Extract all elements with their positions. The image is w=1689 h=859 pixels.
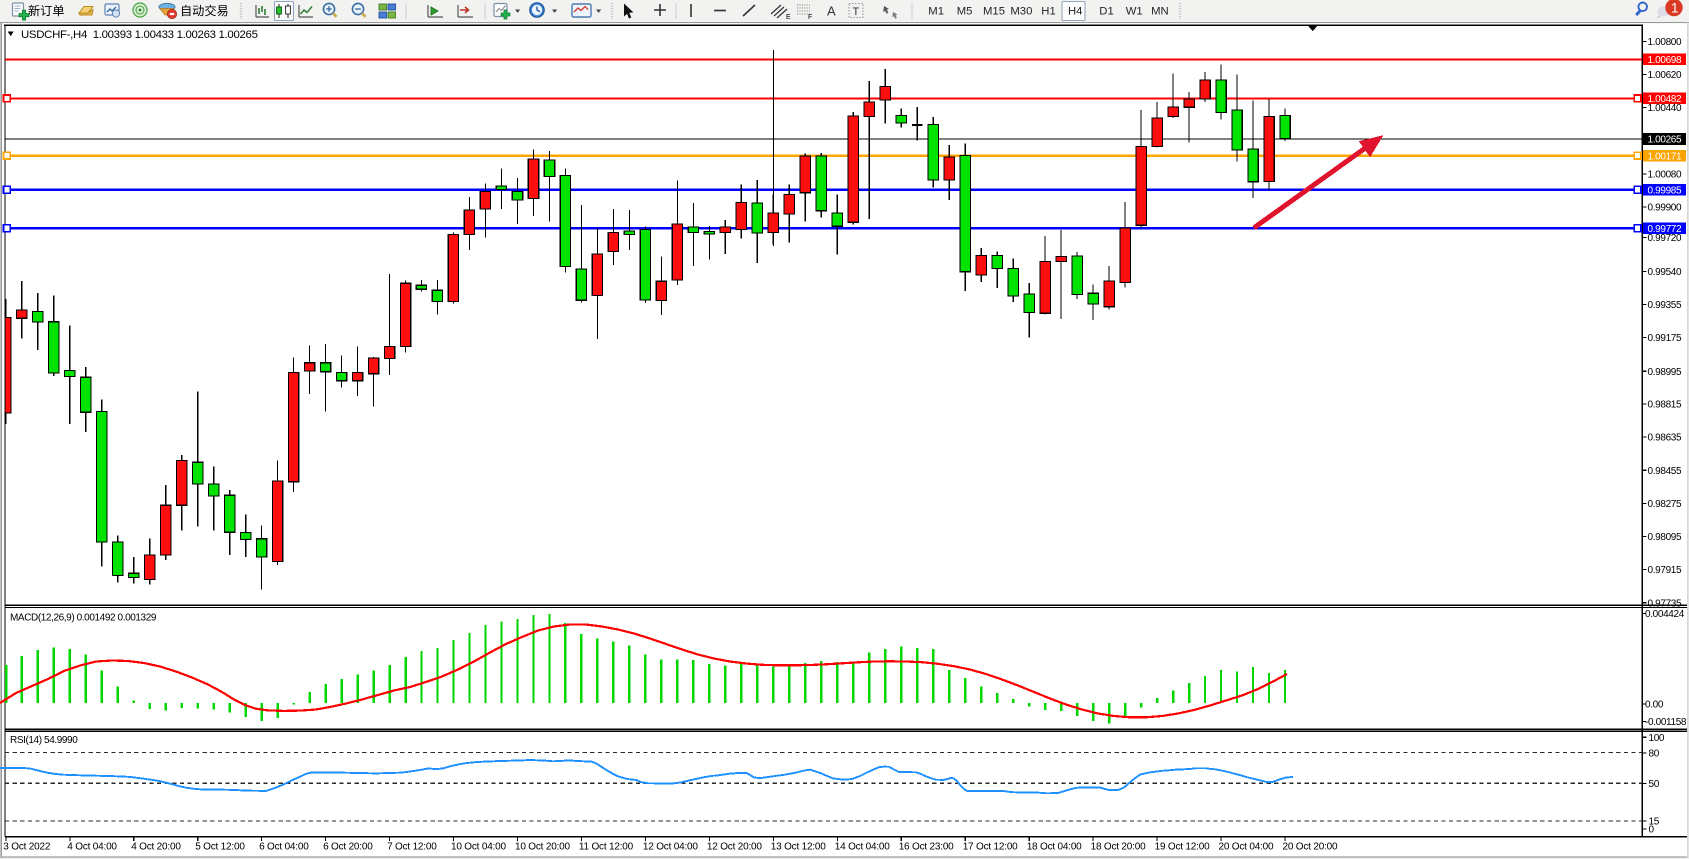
svg-text:M30: M30 [1010,6,1032,18]
svg-text:0.97915: 0.97915 [1648,565,1682,576]
svg-text:-0.001158: -0.001158 [1645,717,1687,728]
svg-text:12 Oct 20:00: 12 Oct 20:00 [707,841,762,852]
svg-text:7 Oct 12:00: 7 Oct 12:00 [387,841,437,852]
svg-text:1.00080: 1.00080 [1648,170,1682,181]
svg-text:0.98275: 0.98275 [1648,499,1682,510]
svg-text:0.99900: 0.99900 [1648,203,1682,214]
svg-text:H1: H1 [1041,6,1055,18]
svg-text:0.00: 0.00 [1645,700,1664,711]
svg-text:50: 50 [1649,779,1660,790]
svg-text:0.97735: 0.97735 [1648,598,1682,609]
svg-text:16 Oct 23:00: 16 Oct 23:00 [899,841,954,852]
svg-text:M1: M1 [928,6,944,18]
svg-text:H4: H4 [1068,6,1082,18]
svg-text:0.98635: 0.98635 [1648,433,1682,444]
svg-text:20 Oct 20:00: 20 Oct 20:00 [1283,841,1338,852]
svg-text:15: 15 [1649,817,1660,828]
svg-text:MN: MN [1151,6,1169,18]
svg-text:M5: M5 [957,6,973,18]
svg-text:18 Oct 04:00: 18 Oct 04:00 [1027,841,1082,852]
svg-text:20 Oct 04:00: 20 Oct 04:00 [1219,841,1274,852]
svg-text:W1: W1 [1126,6,1143,18]
svg-text:0.99772: 0.99772 [1648,224,1682,235]
svg-text:1.00440: 1.00440 [1648,103,1682,114]
svg-text:MACD(12,26,9) 0.001492 0.00132: MACD(12,26,9) 0.001492 0.001329 [10,613,157,624]
svg-text:1.00620: 1.00620 [1648,70,1682,81]
svg-text:0.98095: 0.98095 [1648,532,1682,543]
svg-text:A: A [827,4,836,19]
svg-text:T: T [853,6,860,18]
svg-text:80: 80 [1649,749,1660,760]
svg-text:18 Oct 20:00: 18 Oct 20:00 [1091,841,1146,852]
svg-text:D1: D1 [1099,6,1113,18]
svg-text:0.99720: 0.99720 [1648,233,1682,244]
svg-text:13 Oct 12:00: 13 Oct 12:00 [771,841,826,852]
svg-text:RSI(14) 54.9990: RSI(14) 54.9990 [10,735,78,746]
svg-text:3 Oct 2022: 3 Oct 2022 [3,841,51,852]
svg-text:0.99355: 0.99355 [1648,300,1682,311]
svg-text:100: 100 [1649,733,1665,744]
svg-text:12 Oct 04:00: 12 Oct 04:00 [643,841,698,852]
svg-text:F: F [808,14,812,21]
svg-text:1.00800: 1.00800 [1648,37,1682,48]
svg-text:0.98815: 0.98815 [1648,400,1682,411]
svg-text:0.99985: 0.99985 [1648,186,1682,197]
svg-text:4 Oct 04:00: 4 Oct 04:00 [67,841,117,852]
svg-text:4 Oct 20:00: 4 Oct 20:00 [131,841,181,852]
svg-text:0.99175: 0.99175 [1648,333,1682,344]
svg-text:14 Oct 04:00: 14 Oct 04:00 [835,841,890,852]
svg-text:10 Oct 20:00: 10 Oct 20:00 [515,841,570,852]
svg-text:0: 0 [1649,825,1655,836]
svg-text:19 Oct 12:00: 19 Oct 12:00 [1155,841,1210,852]
svg-text:E: E [786,14,791,21]
svg-text:17 Oct 12:00: 17 Oct 12:00 [963,841,1018,852]
svg-text:1.00482: 1.00482 [1648,94,1682,105]
svg-text:0.99540: 0.99540 [1648,267,1682,278]
svg-text:新订单: 新订单 [28,3,65,18]
svg-text:1.00171: 1.00171 [1648,151,1682,162]
svg-text:1.00265: 1.00265 [1648,135,1682,146]
svg-text:USDCHF-,H4 1.00393 1.00433 1.: USDCHF-,H4 1.00393 1.00433 1.00263 1.002… [21,29,258,41]
svg-text:1.00698: 1.00698 [1648,55,1682,66]
svg-text:0.004424: 0.004424 [1645,609,1685,620]
svg-text:自动交易: 自动交易 [180,3,229,18]
svg-text:10 Oct 04:00: 10 Oct 04:00 [451,841,506,852]
svg-text:11 Oct 12:00: 11 Oct 12:00 [579,841,634,852]
svg-text:0.98455: 0.98455 [1648,466,1682,477]
svg-text:M15: M15 [983,6,1005,18]
svg-text:6 Oct 20:00: 6 Oct 20:00 [323,841,373,852]
svg-text:5 Oct 12:00: 5 Oct 12:00 [195,841,245,852]
svg-text:6 Oct 04:00: 6 Oct 04:00 [259,841,309,852]
svg-text:1: 1 [1671,0,1679,15]
svg-text:0.98995: 0.98995 [1648,367,1682,378]
